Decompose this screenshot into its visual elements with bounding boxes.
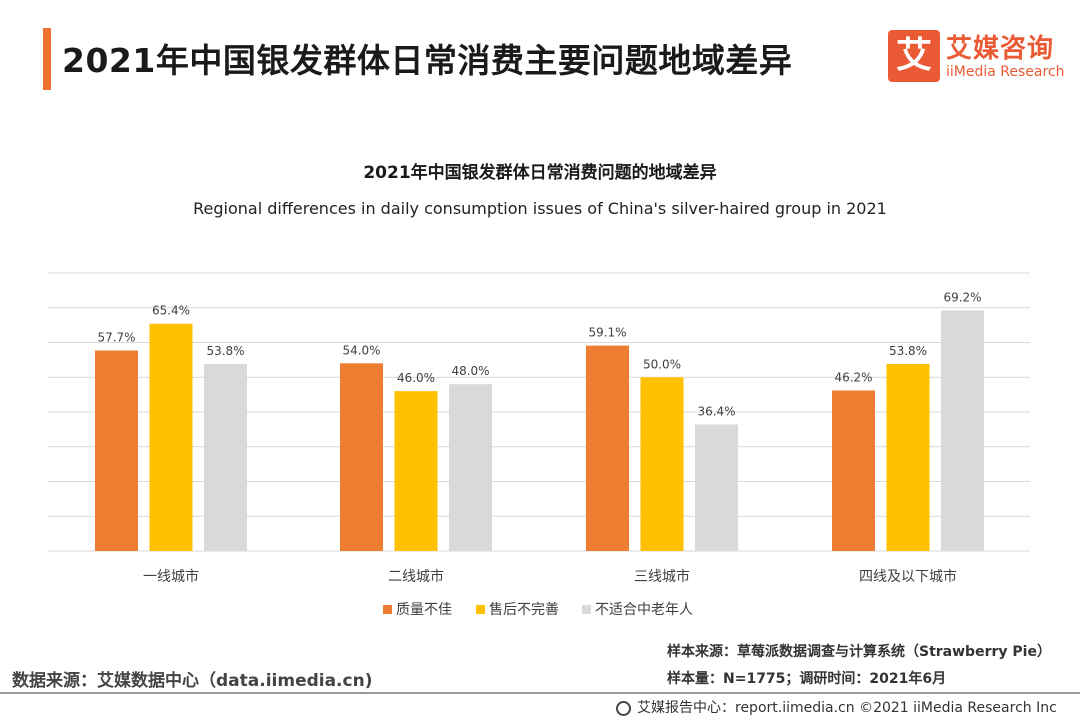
chart-subtitle: Regional differences in daily consumptio… (193, 199, 887, 218)
iimedia-logo: 艾 艾媒咨询 iiMedia Research (888, 30, 1065, 86)
footer-divider (0, 692, 1080, 694)
data-label: 65.4% (152, 304, 190, 318)
data-label: 48.0% (451, 364, 489, 378)
category-label: 三线城市 (634, 568, 690, 585)
logo-chinese-name: 艾媒咨询 (946, 34, 1055, 64)
legend-swatch (476, 605, 485, 614)
globe-icon (616, 701, 631, 716)
sample-source: 样本来源：草莓派数据调查与计算系统（Strawberry Pie） (667, 644, 1051, 660)
bar-3 (695, 424, 738, 551)
data-label: 69.2% (943, 291, 981, 305)
bar-1 (95, 350, 138, 551)
logo-mark-icon: 艾 (888, 30, 940, 82)
bar-3 (449, 384, 492, 551)
report-center-text: 艾媒报告中心：report.iimedia.cn ©2021 iiMedia R… (637, 700, 1057, 716)
bar-2 (149, 323, 193, 551)
bar-1 (832, 390, 875, 551)
bar-2 (640, 377, 684, 551)
bar-2 (394, 391, 438, 551)
data-label: 57.7% (97, 330, 135, 344)
data-label: 36.4% (697, 405, 735, 419)
legend-label: 质量不佳 (396, 602, 452, 618)
page-title: 2021年中国银发群体日常消费主要问题地域差异 (62, 41, 793, 80)
bar-1 (340, 363, 383, 551)
category-label: 一线城市 (143, 568, 199, 585)
bar-1 (586, 345, 629, 551)
data-label: 46.0% (397, 371, 435, 385)
legend-label: 售后不完善 (489, 602, 559, 618)
bar-chart: 2021年中国银发群体日常消费问题的地域差异 Regional differenc… (48, 162, 1030, 618)
sample-size: 样本量：N=1775；调研时间：2021年6月 (667, 671, 947, 687)
data-source: 数据来源：艾媒数据中心（data.iimedia.cn) (12, 671, 373, 691)
data-label: 53.8% (889, 344, 927, 358)
logo-english-name: iiMedia Research (946, 64, 1065, 80)
bar-3 (941, 310, 984, 551)
data-label: 53.8% (206, 344, 244, 358)
bar-2 (886, 364, 930, 551)
legend-swatch (383, 605, 392, 614)
category-label: 四线及以下城市 (859, 568, 957, 585)
chart-title: 2021年中国银发群体日常消费问题的地域差异 (363, 162, 716, 183)
report-center: 艾媒报告中心：report.iimedia.cn ©2021 iiMedia R… (616, 697, 1057, 717)
category-label: 二线城市 (388, 568, 444, 585)
legend-swatch (582, 605, 591, 614)
data-label: 50.0% (643, 357, 681, 371)
data-label: 59.1% (588, 326, 626, 340)
legend-label: 不适合中老年人 (595, 602, 693, 618)
data-label: 46.2% (834, 370, 872, 384)
bar-3 (204, 364, 247, 551)
data-label: 54.0% (342, 343, 380, 357)
title-accent-bar (43, 28, 51, 90)
